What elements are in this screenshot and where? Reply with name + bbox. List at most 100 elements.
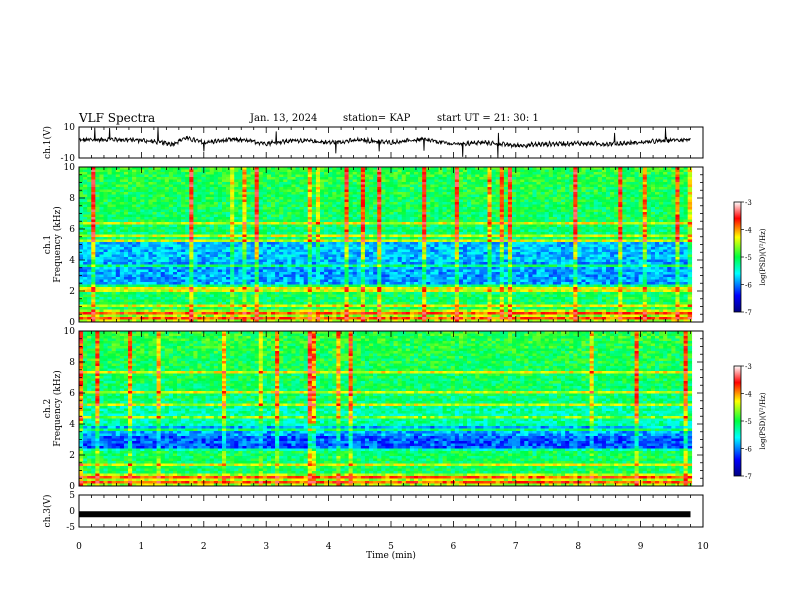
ch1-spec-cell: [394, 177, 398, 180]
ch1-spec-cell: [177, 235, 181, 238]
ch1-spec-cell: [557, 240, 561, 243]
ch1-spec-cell: [218, 227, 222, 230]
ch1-spec-cell: [332, 172, 336, 175]
ch1-spec-cell: [483, 222, 487, 225]
ch1-spec-cell: [148, 195, 152, 198]
ch1-spec-cell: [206, 207, 210, 210]
ch1-spec-cell: [214, 225, 218, 228]
ch1-spec-cell: [340, 185, 344, 188]
ch1-spec-cell: [275, 180, 279, 183]
ch1-spec-cell: [594, 210, 598, 213]
ch1-spec-cell: [443, 220, 447, 223]
ch1-spec-cell: [304, 240, 308, 243]
ch1-spec-cell: [667, 242, 671, 245]
ch1-spec-cell: [618, 210, 622, 213]
ch1-spec-cell: [573, 210, 577, 213]
ch1-spec-cell: [385, 190, 389, 193]
ch1-spec-cell: [394, 225, 398, 228]
ch1-spec-cell: [675, 187, 679, 190]
ch1-spec-cell: [504, 175, 508, 178]
ch1-spec-cell: [479, 217, 483, 220]
ch1-spec-cell: [586, 177, 590, 180]
ch1-spec-cell: [255, 205, 259, 208]
ch1-spec-cell: [177, 205, 181, 208]
ch1-spec-cell: [463, 212, 467, 215]
ch1-spec-cell: [157, 212, 161, 215]
ch1-spec-cell: [328, 235, 332, 238]
ch1-spec-cell: [430, 235, 434, 238]
ch1-spec-cell: [655, 227, 659, 230]
ch1-spec-cell: [647, 212, 651, 215]
ch1-spec-cell: [520, 237, 524, 240]
ch1-spec-cell: [577, 215, 581, 218]
ch1-spec-cell: [389, 195, 393, 198]
ch1-spec-cell: [488, 205, 492, 208]
ch1-spec-cell: [537, 187, 541, 190]
ch1-spec-cell: [177, 175, 181, 178]
ch1-spec-cell: [283, 207, 287, 210]
ch1-spec-cell: [308, 177, 312, 180]
ch1-spec-cell: [136, 220, 140, 223]
ch1-spec-cell: [206, 242, 210, 245]
ch1-spec-cell: [308, 230, 312, 233]
ch1-spec-cell: [369, 245, 373, 248]
ch1-spec-cell: [197, 205, 201, 208]
ch1-spec-cell: [569, 200, 573, 203]
ch1-spec-cell: [492, 190, 496, 193]
ch1-spec-cell: [251, 207, 255, 210]
ch1-spec-cell: [169, 212, 173, 215]
ch1-spec-cell: [447, 240, 451, 243]
ch1-spec-cell: [173, 205, 177, 208]
ch1-spec-cell: [602, 197, 606, 200]
ch1-spec-cell: [340, 205, 344, 208]
ch1-spec-cell: [590, 172, 594, 175]
ch1-spec-cell: [663, 202, 667, 205]
ch1-spec-cell: [132, 190, 136, 193]
ch1-spec-cell: [340, 220, 344, 223]
ch1-spec-cell: [324, 217, 328, 220]
ch1-spec-cell: [602, 220, 606, 223]
ch1-spec-cell: [328, 207, 332, 210]
ch1-spec-cell: [214, 205, 218, 208]
ch1-spec-cell: [410, 195, 414, 198]
ch1-spec-cell: [512, 212, 516, 215]
ch1-spec-cell: [316, 195, 320, 198]
ch1-spec-cell: [655, 237, 659, 240]
ch1-spec-cell: [590, 245, 594, 248]
ch1-spec-cell: [586, 237, 590, 240]
ch1-spec-cell: [614, 192, 618, 195]
ch1-spec-cell: [545, 187, 549, 190]
ch1-spec-cell: [87, 222, 91, 225]
ch1-spec-cell: [87, 175, 91, 178]
ch1-spec-cell: [230, 200, 234, 203]
ch1-spec-cell: [296, 177, 300, 180]
ch1-spec-cell: [381, 175, 385, 178]
ch1-spec-cell: [577, 187, 581, 190]
ch1-spec-cell: [684, 207, 688, 210]
ch1-spec-cell: [104, 210, 108, 213]
ch1-spec-cell: [618, 200, 622, 203]
ch1-spec-cell: [165, 222, 169, 225]
ch1-spec-cell: [434, 192, 438, 195]
ch1-spec-cell: [684, 170, 688, 173]
ch1-spec-cell: [91, 237, 95, 240]
ch1-spec-cell: [385, 187, 389, 190]
ch1-spec-cell: [398, 175, 402, 178]
ch1-spec-cell: [165, 215, 169, 218]
ch1-spec-cell: [541, 192, 545, 195]
ch1-spec-cell: [508, 217, 512, 220]
ch1-spec-cell: [267, 222, 271, 225]
ch1-spec-cell: [610, 215, 614, 218]
ch1-spec-cell: [120, 232, 124, 235]
ch1-spec-cell: [398, 225, 402, 228]
ch1-spec-cell: [308, 190, 312, 193]
ch1-spec-cell: [120, 182, 124, 185]
ch1-spec-cell: [312, 187, 316, 190]
ch1-spec-cell: [112, 205, 116, 208]
ch1-spec-cell: [675, 170, 679, 173]
ch1-spec-cell: [279, 195, 283, 198]
ch1-spec-cell: [132, 197, 136, 200]
ch1-spec-cell: [181, 222, 185, 225]
ch1-spec-cell: [614, 245, 618, 248]
ch1-spec-cell: [246, 202, 250, 205]
